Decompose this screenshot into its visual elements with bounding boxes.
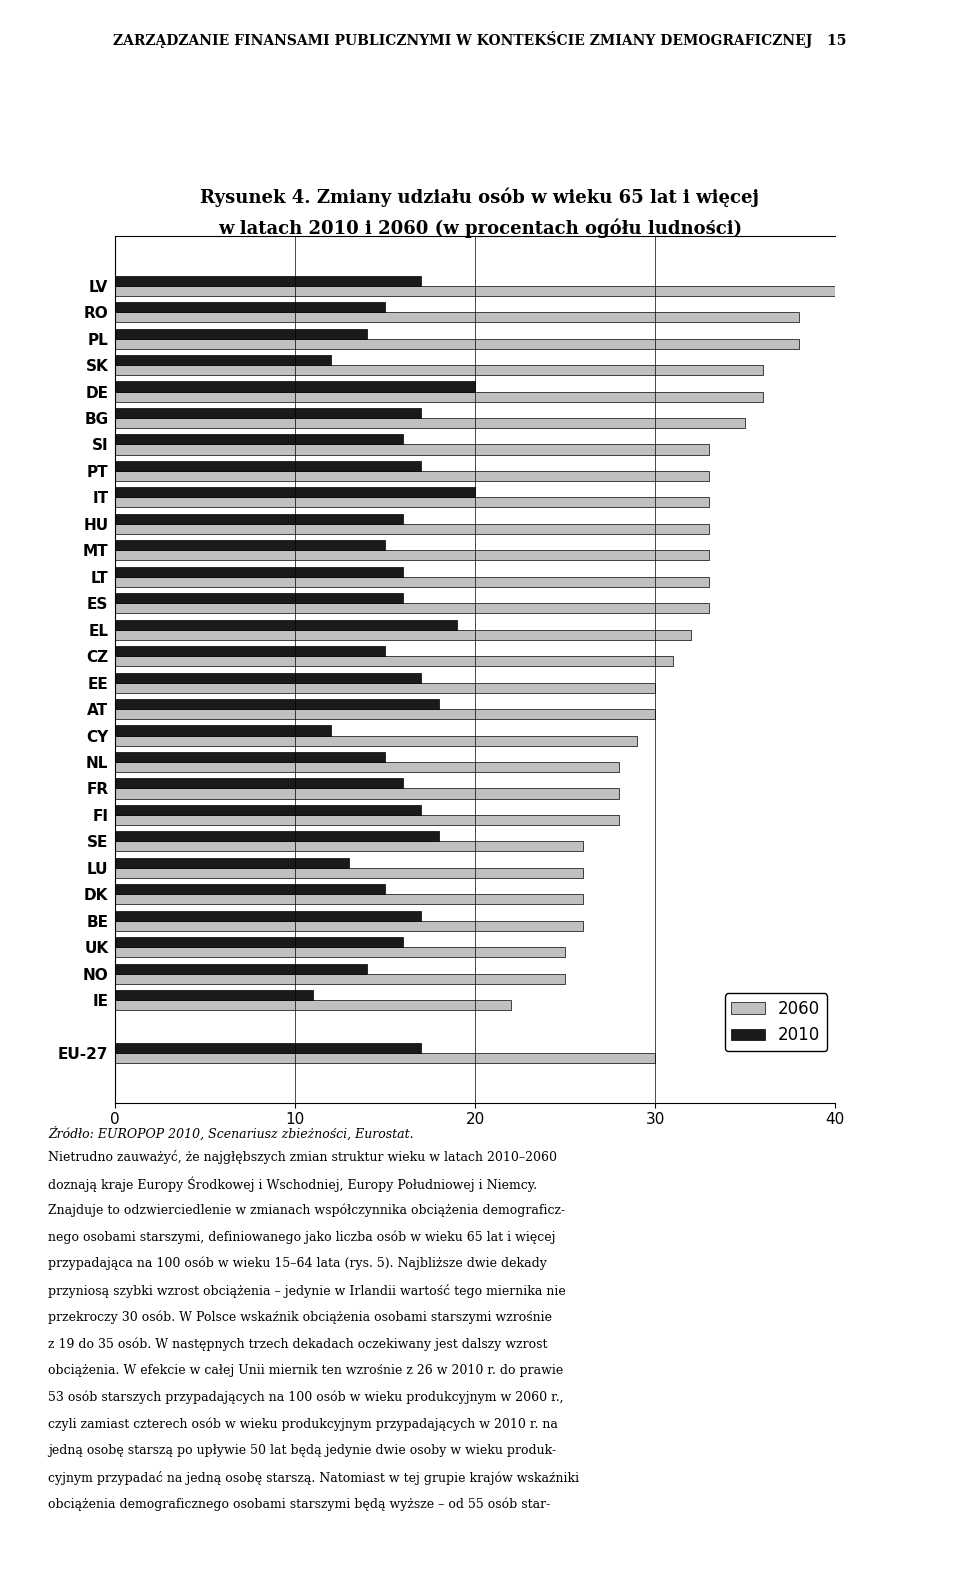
Bar: [115, 736, 637, 745]
Text: Nietrudno zauważyć, że najgłębszych zmian struktur wieku w latach 2010–2060: Nietrudno zauważyć, że najgłębszych zmia…: [48, 1150, 557, 1164]
Text: Rysunek 4. Zmiany udziału osób w wieku 65 lat i więcej: Rysunek 4. Zmiany udziału osób w wieku 6…: [201, 187, 759, 206]
Text: jedną osobę starszą po upływie 50 lat będą jedynie dwie osoby w wieku produk-: jedną osobę starszą po upływie 50 lat bę…: [48, 1444, 556, 1457]
Bar: [115, 1000, 511, 1010]
Bar: [115, 471, 709, 480]
Bar: [115, 381, 475, 392]
Bar: [115, 276, 421, 285]
Bar: [115, 354, 331, 365]
Text: Znajduje to odzwierciedlenie w zmianach współczynnika obciążenia demograficz-: Znajduje to odzwierciedlenie w zmianach …: [48, 1203, 565, 1217]
Text: Źródło: EUROPOP 2010, Scenariusz zbieżności, Eurostat.: Źródło: EUROPOP 2010, Scenariusz zbieżno…: [48, 1126, 414, 1140]
Bar: [115, 461, 421, 471]
Text: z 19 do 35 osób. W następnych trzech dekadach oczekiwany jest dalszy wzrost: z 19 do 35 osób. W następnych trzech dek…: [48, 1337, 547, 1351]
Bar: [115, 964, 367, 973]
Bar: [115, 673, 421, 682]
Bar: [115, 630, 691, 639]
Bar: [115, 365, 763, 375]
Bar: [115, 973, 565, 984]
Text: czyli zamiast czterech osób w wieku produkcyjnym przypadających w 2010 r. na: czyli zamiast czterech osób w wieku prod…: [48, 1418, 558, 1432]
Bar: [115, 498, 709, 507]
Bar: [115, 709, 655, 720]
Bar: [115, 435, 403, 444]
Bar: [115, 832, 439, 841]
Text: obciążenia. W efekcie w całej Unii miernik ten wzrośnie z 26 w 2010 r. do prawie: obciążenia. W efekcie w całej Unii miern…: [48, 1364, 564, 1377]
Text: przyniosą szybki wzrost obciążenia – jedynie w Irlandii wartość tego miernika ni: przyniosą szybki wzrost obciążenia – jed…: [48, 1284, 565, 1298]
Bar: [115, 444, 709, 455]
Bar: [115, 751, 385, 762]
Text: doznają kraje Europy Środkowej i Wschodniej, Europy Południowej i Niemcy.: doznają kraje Europy Środkowej i Wschodn…: [48, 1177, 538, 1192]
Bar: [115, 339, 799, 348]
Bar: [115, 868, 584, 877]
Bar: [115, 417, 745, 428]
Bar: [115, 947, 565, 958]
Bar: [115, 805, 421, 814]
Bar: [115, 329, 367, 339]
Bar: [115, 841, 584, 852]
Bar: [115, 921, 584, 931]
Text: ZARZĄDZANIE FINANSAMI PUBLICZNYMI W KONTEKŚCIE ZMIANY DEMOGRAFICZNEJ   15: ZARZĄDZANIE FINANSAMI PUBLICZNYMI W KONT…: [113, 32, 847, 47]
Bar: [115, 762, 619, 772]
Bar: [115, 910, 421, 921]
Bar: [115, 814, 619, 825]
Bar: [115, 392, 763, 402]
Bar: [115, 594, 403, 603]
Bar: [115, 884, 385, 895]
Bar: [115, 789, 619, 799]
Bar: [115, 513, 403, 524]
Text: obciążenia demograficznego osobami starszymi będą wyższe – od 55 osób star-: obciążenia demograficznego osobami stars…: [48, 1498, 550, 1512]
Bar: [115, 858, 349, 868]
Bar: [115, 1054, 655, 1063]
Bar: [115, 646, 385, 657]
Bar: [115, 603, 709, 613]
Bar: [115, 937, 403, 947]
Bar: [115, 524, 709, 534]
Text: przekroczy 30 osób. W Polsce wskaźnik obciążenia osobami starszymi wzrośnie: przekroczy 30 osób. W Polsce wskaźnik ob…: [48, 1310, 552, 1325]
Bar: [115, 567, 403, 576]
Bar: [115, 408, 421, 417]
Bar: [115, 657, 673, 666]
Bar: [115, 302, 385, 312]
Text: cyjnym przypadać na jedną osobę starszą. Natomiast w tej grupie krajów wskaźniki: cyjnym przypadać na jedną osobę starszą.…: [48, 1471, 579, 1485]
Bar: [115, 619, 457, 630]
Bar: [115, 285, 835, 296]
Bar: [115, 540, 385, 550]
Text: nego osobami starszymi, definiowanego jako liczba osób w wieku 65 lat i więcej: nego osobami starszymi, definiowanego ja…: [48, 1230, 556, 1244]
Bar: [115, 682, 655, 693]
Bar: [115, 895, 584, 904]
Bar: [115, 487, 475, 498]
Text: przypadająca na 100 osób w wieku 15–64 lata (rys. 5). Najbliższe dwie dekady: przypadająca na 100 osób w wieku 15–64 l…: [48, 1257, 547, 1271]
Bar: [115, 1043, 421, 1054]
Bar: [115, 550, 709, 561]
Legend: 2060, 2010: 2060, 2010: [725, 994, 827, 1051]
Bar: [115, 576, 709, 587]
Bar: [115, 726, 331, 736]
Bar: [115, 699, 439, 709]
Bar: [115, 778, 403, 789]
Text: w latach 2010 i 2060 (w procentach ogółu ludności): w latach 2010 i 2060 (w procentach ogółu…: [218, 219, 742, 238]
Bar: [115, 312, 799, 323]
Bar: [115, 991, 313, 1000]
Text: 53 osób starszych przypadających na 100 osób w wieku produkcyjnym w 2060 r.,: 53 osób starszych przypadających na 100 …: [48, 1391, 564, 1405]
